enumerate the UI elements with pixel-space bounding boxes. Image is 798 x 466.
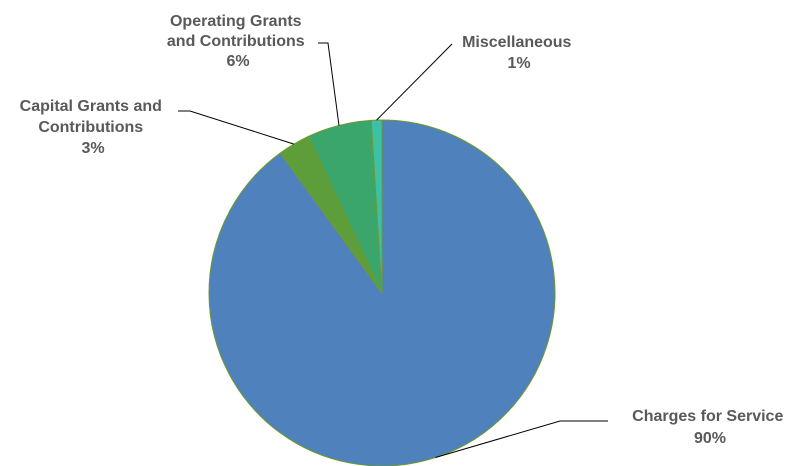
percent-label: 90% bbox=[694, 430, 726, 447]
percent-label: 1% bbox=[507, 55, 530, 72]
leader-line bbox=[318, 43, 339, 125]
label-line: Miscellaneous bbox=[462, 34, 571, 51]
svg-text:Charges for Service 90%: Charges for Service 90% bbox=[632, 408, 788, 447]
label-line: and Contributions bbox=[167, 33, 305, 50]
label-capital-grants: Capital Grants and Contributions 3% bbox=[20, 98, 167, 157]
svg-text:Operating Grants and Con: Operating Grants and Contributions 6% bbox=[167, 13, 309, 70]
leader-line bbox=[178, 111, 294, 144]
pie-slices bbox=[209, 120, 555, 466]
label-line: Charges for Service bbox=[632, 408, 783, 425]
label-line: Contributions bbox=[38, 119, 143, 136]
svg-text:Miscellaneous 1%: Miscellaneous 1% bbox=[462, 34, 576, 72]
label-line: Operating Grants bbox=[170, 13, 302, 30]
leader-line bbox=[377, 44, 452, 120]
label-operating-grants: Operating Grants and Contributions 6% bbox=[167, 13, 309, 70]
percent-label: 6% bbox=[226, 53, 249, 70]
label-charges-for-service: Charges for Service 90% bbox=[632, 408, 788, 447]
label-miscellaneous: Miscellaneous 1% bbox=[462, 34, 576, 72]
label-line: Capital Grants and bbox=[20, 98, 162, 115]
svg-text:Capital Grants and Contr: Capital Grants and Contributions 3% bbox=[20, 98, 167, 157]
percent-label: 3% bbox=[81, 140, 104, 157]
